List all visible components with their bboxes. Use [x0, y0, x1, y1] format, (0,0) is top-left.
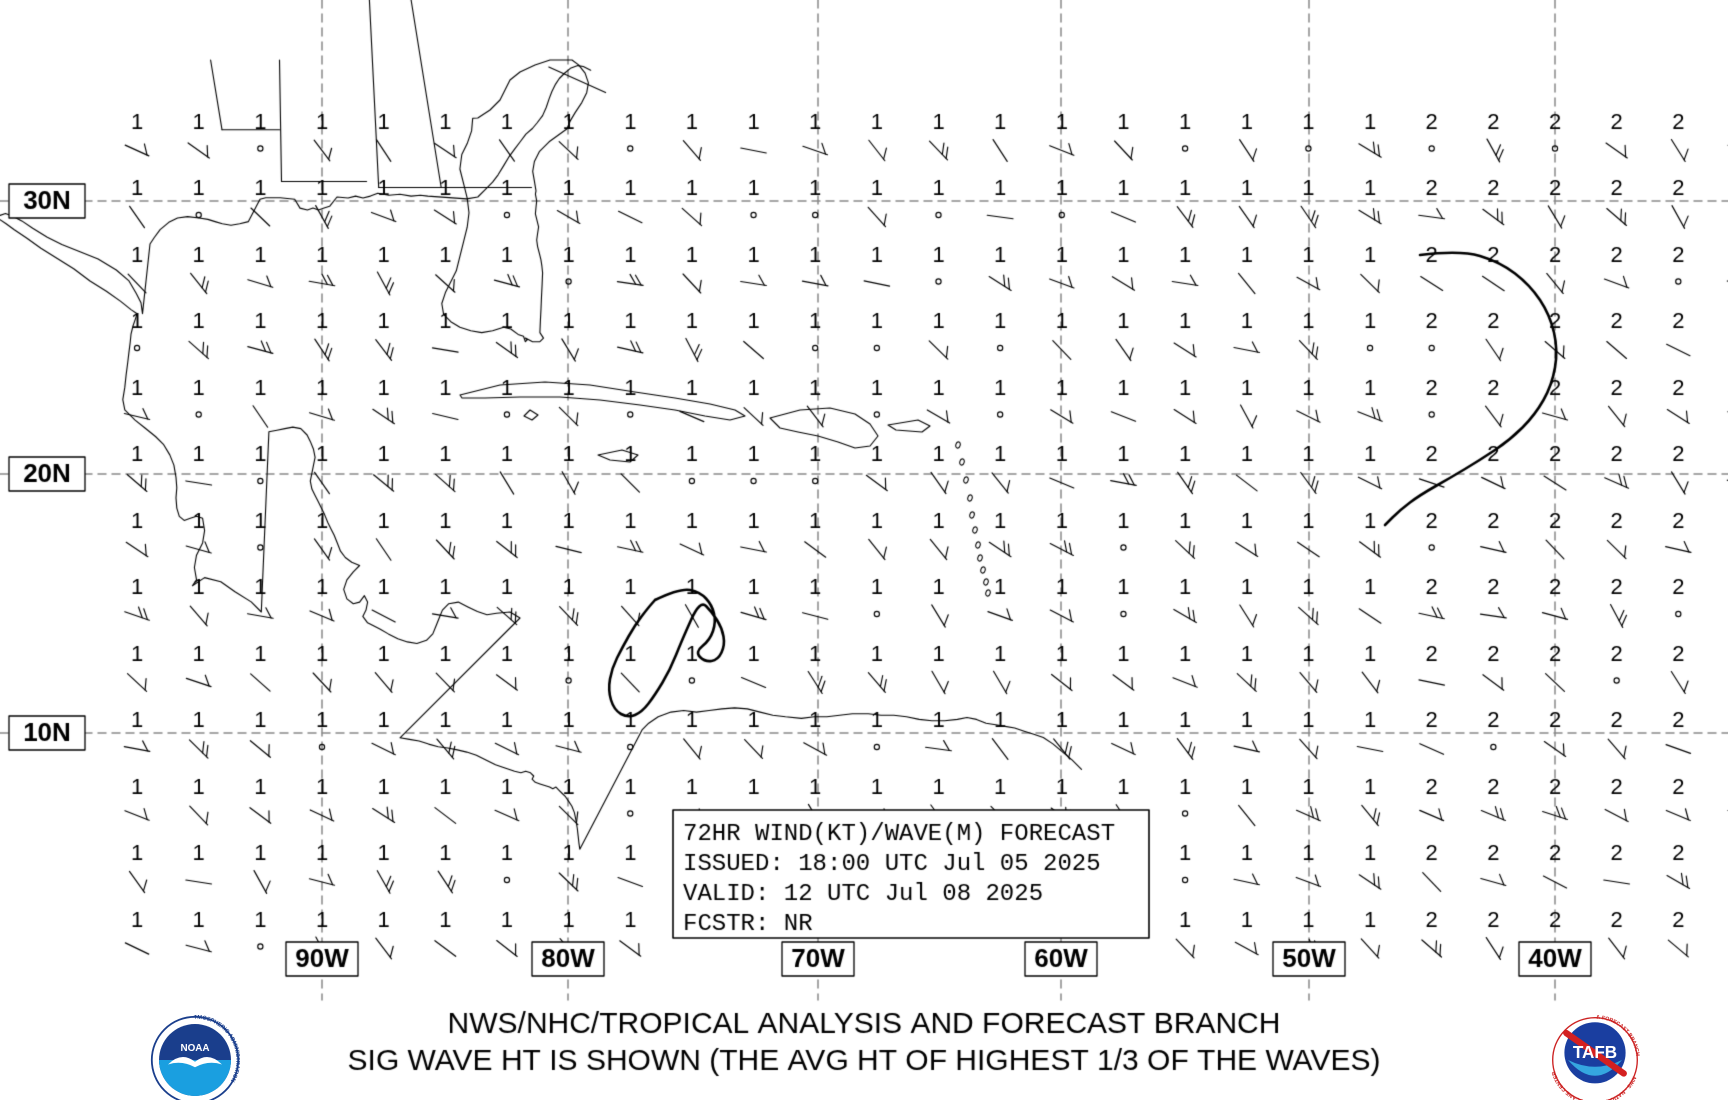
svg-text:TAFB: TAFB	[1573, 1043, 1617, 1062]
svg-text:NOAA: NOAA	[180, 1043, 209, 1054]
